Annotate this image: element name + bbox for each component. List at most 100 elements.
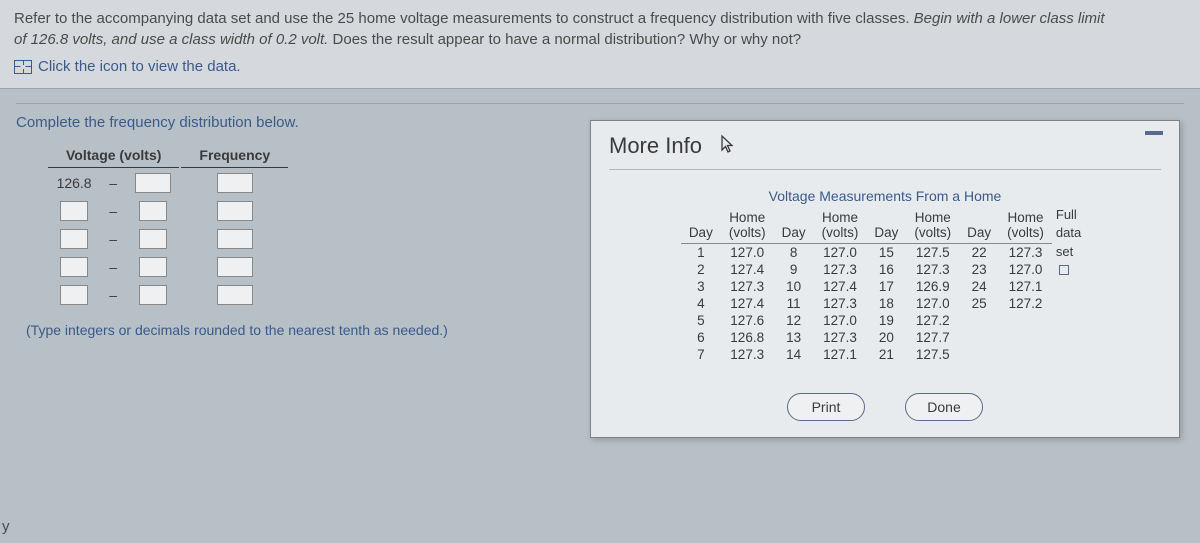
row1-dash: – (102, 170, 124, 196)
data-cell: 127.2 (906, 312, 959, 329)
data-row: 2127.49127.316127.323127.0 (681, 261, 1089, 278)
data-cell: 127.5 (906, 243, 959, 261)
data-cell: 127.3 (814, 261, 867, 278)
side-full: Full (1056, 206, 1081, 224)
row1-upper-input[interactable] (135, 173, 171, 193)
row2-freq-input[interactable] (217, 201, 253, 221)
row5-freq-input[interactable] (217, 285, 253, 305)
print-button[interactable]: Print (787, 393, 865, 421)
more-info-dialog: More Info Voltage Measurements From a Ho… (590, 120, 1180, 438)
side-cell (1052, 278, 1089, 295)
data-cell: 10 (774, 278, 814, 295)
data-cell: 127.6 (721, 312, 774, 329)
edge-letter: y (2, 518, 10, 535)
data-cell: 2 (681, 261, 721, 278)
row3-upper-input[interactable] (139, 229, 167, 249)
data-cell: 23 (959, 261, 999, 278)
row4-dash: – (102, 254, 124, 280)
data-cell: 1 (681, 243, 721, 261)
col-frequency-header: Frequency (181, 145, 288, 168)
row4-freq-input[interactable] (217, 257, 253, 277)
row3-lower-input[interactable] (60, 229, 88, 249)
data-cell: 127.5 (906, 346, 959, 363)
data-cell: 18 (866, 295, 906, 312)
side-cell (1052, 261, 1089, 278)
row3-freq-input[interactable] (217, 229, 253, 249)
data-cell (999, 346, 1052, 363)
row3-dash: – (102, 226, 124, 252)
dialog-buttons: Print Done (609, 393, 1161, 421)
data-cell: 127.4 (814, 278, 867, 295)
minimize-icon[interactable] (1145, 131, 1163, 135)
question-text: Refer to the accompanying data set and u… (14, 8, 1186, 50)
data-cell: 17 (866, 278, 906, 295)
data-cell: 126.9 (906, 278, 959, 295)
data-cell: 3 (681, 278, 721, 295)
th-volts2: Home(volts) (814, 206, 867, 243)
data-cell: 9 (774, 261, 814, 278)
row2-lower-input[interactable] (60, 201, 88, 221)
th-volts3: Home(volts) (906, 206, 959, 243)
data-cell (999, 329, 1052, 346)
view-data-label: Click the icon to view the data. (38, 56, 241, 77)
row2-dash: – (102, 198, 124, 224)
row1-lower: 126.8 (48, 170, 100, 196)
row2-upper-input[interactable] (139, 201, 167, 221)
th-day3: Day (866, 206, 906, 243)
side-data: data (1056, 224, 1081, 242)
data-cell: 13 (774, 329, 814, 346)
th-day1: Day (681, 206, 721, 243)
dialog-title: More Info (609, 133, 702, 159)
data-cell: 127.0 (814, 312, 867, 329)
data-row: 7127.314127.121127.5 (681, 346, 1089, 363)
data-cell (959, 329, 999, 346)
side-cell (1052, 295, 1089, 312)
data-cell: 127.3 (814, 329, 867, 346)
data-cell: 127.2 (999, 295, 1052, 312)
data-cell: 15 (866, 243, 906, 261)
data-cell: 127.4 (721, 261, 774, 278)
data-cell: 127.0 (721, 243, 774, 261)
question-line2-italic: of 126.8 volts, and use a class width of… (14, 31, 328, 48)
view-data-link[interactable]: Click the icon to view the data. (14, 56, 241, 77)
th-volts4: Home(volts) (999, 206, 1052, 243)
data-cell (999, 312, 1052, 329)
data-cell: 11 (774, 295, 814, 312)
side-col-head: Full data (1052, 206, 1089, 243)
row4-upper-input[interactable] (139, 257, 167, 277)
data-cell: 127.3 (721, 346, 774, 363)
question-line1-italic: Begin with a lower class limit (914, 10, 1105, 27)
data-cell: 8 (774, 243, 814, 261)
cursor-icon (720, 134, 736, 159)
th-day2: Day (774, 206, 814, 243)
checkbox-icon[interactable] (1059, 265, 1069, 275)
side-cell (1052, 312, 1089, 329)
data-cell (959, 346, 999, 363)
data-cell: 5 (681, 312, 721, 329)
col-voltage-header: Voltage (volts) (48, 145, 179, 168)
data-row: 1127.08127.015127.522127.3set (681, 243, 1089, 261)
data-cell: 7 (681, 346, 721, 363)
data-cell: 127.0 (814, 243, 867, 261)
row1-freq-input[interactable] (217, 173, 253, 193)
data-cell (959, 312, 999, 329)
data-cell: 22 (959, 243, 999, 261)
data-cell: 127.0 (999, 261, 1052, 278)
data-row: 4127.411127.318127.025127.2 (681, 295, 1089, 312)
row4-lower-input[interactable] (60, 257, 88, 277)
data-cell: 127.3 (814, 295, 867, 312)
dialog-header: More Info (609, 133, 1161, 170)
row5-lower-input[interactable] (60, 285, 88, 305)
question-header: Refer to the accompanying data set and u… (0, 0, 1200, 89)
data-cell: 25 (959, 295, 999, 312)
data-cell: 24 (959, 278, 999, 295)
frequency-table: Voltage (volts) Frequency 126.8 – – – (46, 143, 290, 310)
done-button[interactable]: Done (905, 393, 983, 421)
data-cell: 6 (681, 329, 721, 346)
data-cell: 21 (866, 346, 906, 363)
data-cell: 16 (866, 261, 906, 278)
data-row: 5127.612127.019127.2 (681, 312, 1089, 329)
side-cell: set (1052, 243, 1089, 261)
th-day4: Day (959, 206, 999, 243)
row5-upper-input[interactable] (139, 285, 167, 305)
